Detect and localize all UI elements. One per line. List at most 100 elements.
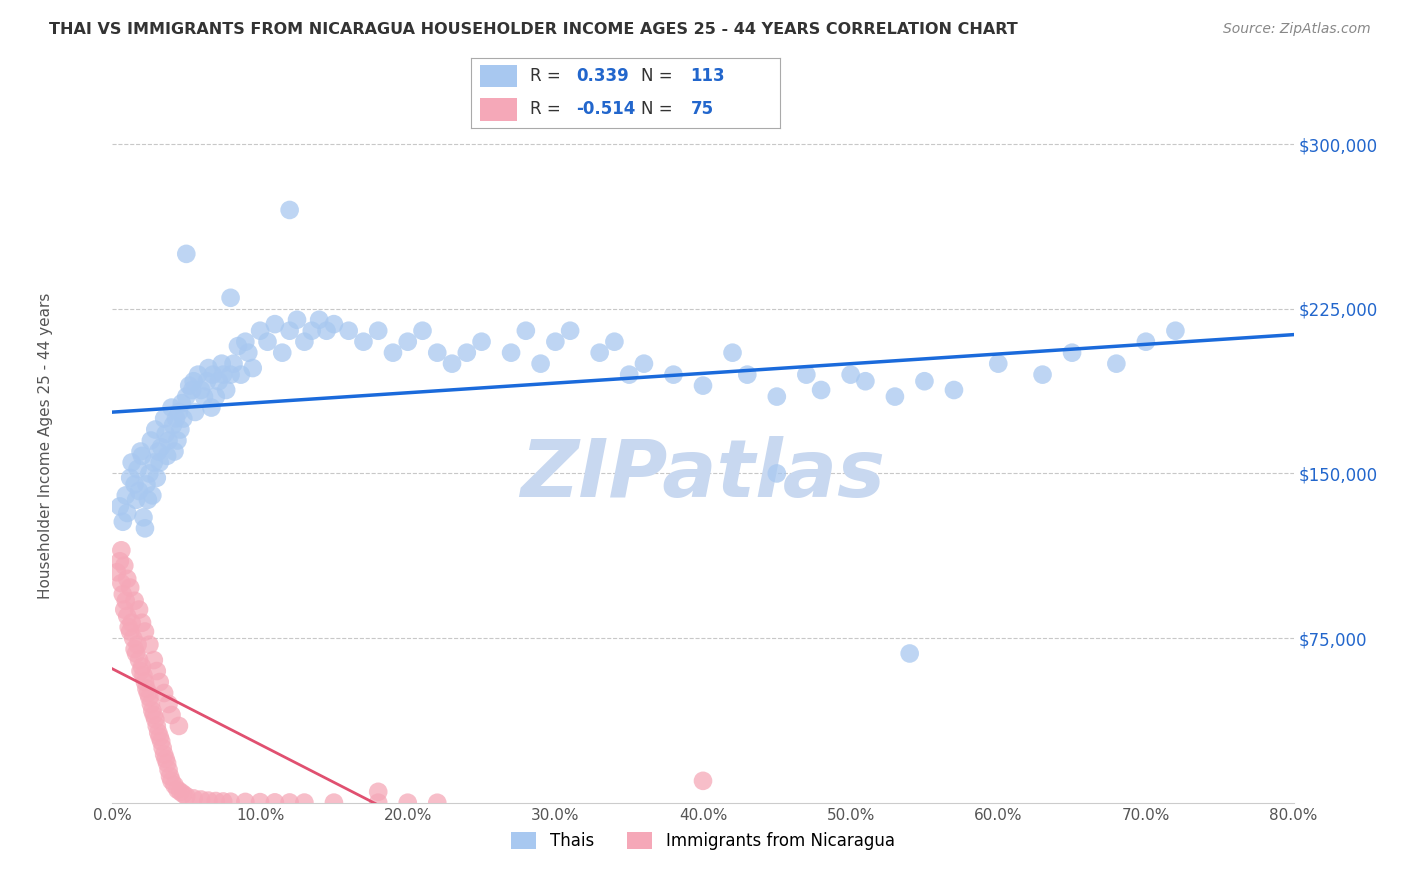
Point [160,401,183,415]
Point [143,712,166,726]
Text: -0.514: -0.514 [576,101,636,119]
Point [285,312,308,326]
Text: THAI VS IMMIGRANTS FROM NICARAGUA HOUSEHOLDER INCOME AGES 25 - 44 YEARS CORRELAT: THAI VS IMMIGRANTS FROM NICARAGUA HOUSEH… [49,22,1018,37]
Point [169,785,191,799]
Text: N =: N = [641,101,678,119]
Point [170,396,193,410]
Point [367,324,389,338]
Point [122,631,145,645]
Point [165,411,187,425]
Point [271,345,294,359]
Point [855,374,877,388]
Point [839,368,862,382]
Point [193,390,215,404]
Point [187,368,209,382]
Point [249,795,271,809]
Point [179,378,201,392]
Bar [481,98,517,120]
Point [529,357,551,371]
Point [233,795,256,809]
Point [150,440,173,454]
Bar [481,65,517,87]
Point [114,594,136,608]
Point [456,345,478,359]
Point [160,773,183,788]
Point [184,405,207,419]
Point [212,368,235,382]
Point [125,492,148,507]
Point [226,339,249,353]
Point [153,747,176,762]
Point [200,401,222,415]
Point [124,594,146,608]
Point [149,730,172,744]
Point [134,675,156,690]
Point [1164,324,1187,338]
Point [142,653,165,667]
Point [121,455,143,469]
Point [323,317,346,331]
Point [692,773,714,788]
Point [157,434,180,448]
Text: 0.339: 0.339 [576,67,628,85]
Text: 113: 113 [690,67,725,85]
Point [148,444,170,458]
Point [132,510,155,524]
Point [143,423,166,437]
Point [157,763,180,777]
Point [692,378,714,392]
Point [190,792,212,806]
Point [633,357,655,371]
Point [264,796,287,810]
Point [315,324,337,338]
Point [208,374,231,388]
Point [515,324,537,338]
Point [149,675,172,690]
Point [219,795,242,809]
Point [128,602,150,616]
Point [134,521,156,535]
Point [195,374,218,388]
Point [134,624,156,639]
Point [264,317,287,331]
Point [152,740,174,755]
Point [167,719,190,733]
Point [150,734,173,748]
Point [128,653,150,667]
Point [117,506,138,520]
Point [112,558,135,573]
Point [139,434,162,448]
Point [163,778,186,792]
Point [131,449,153,463]
Point [172,787,194,801]
Point [181,383,204,397]
Point [183,791,205,805]
Point [205,794,228,808]
Point [120,471,142,485]
Point [721,345,744,359]
Point [323,796,346,810]
Point [233,334,256,349]
Point [337,324,360,338]
Point [111,587,134,601]
Point [127,462,149,476]
Point [108,554,131,568]
Point [219,368,242,382]
Point [396,796,419,810]
Point [242,361,264,376]
Point [183,374,205,388]
Point [156,756,179,771]
Point [174,390,197,404]
Point [112,602,135,616]
Point [114,488,136,502]
Point [129,664,152,678]
Point [132,668,155,682]
Point [352,334,374,349]
Point [1135,334,1157,349]
Point [157,697,180,711]
Point [117,609,138,624]
Point [174,789,197,804]
Point [229,368,252,382]
Point [141,488,163,502]
Point [558,324,582,338]
